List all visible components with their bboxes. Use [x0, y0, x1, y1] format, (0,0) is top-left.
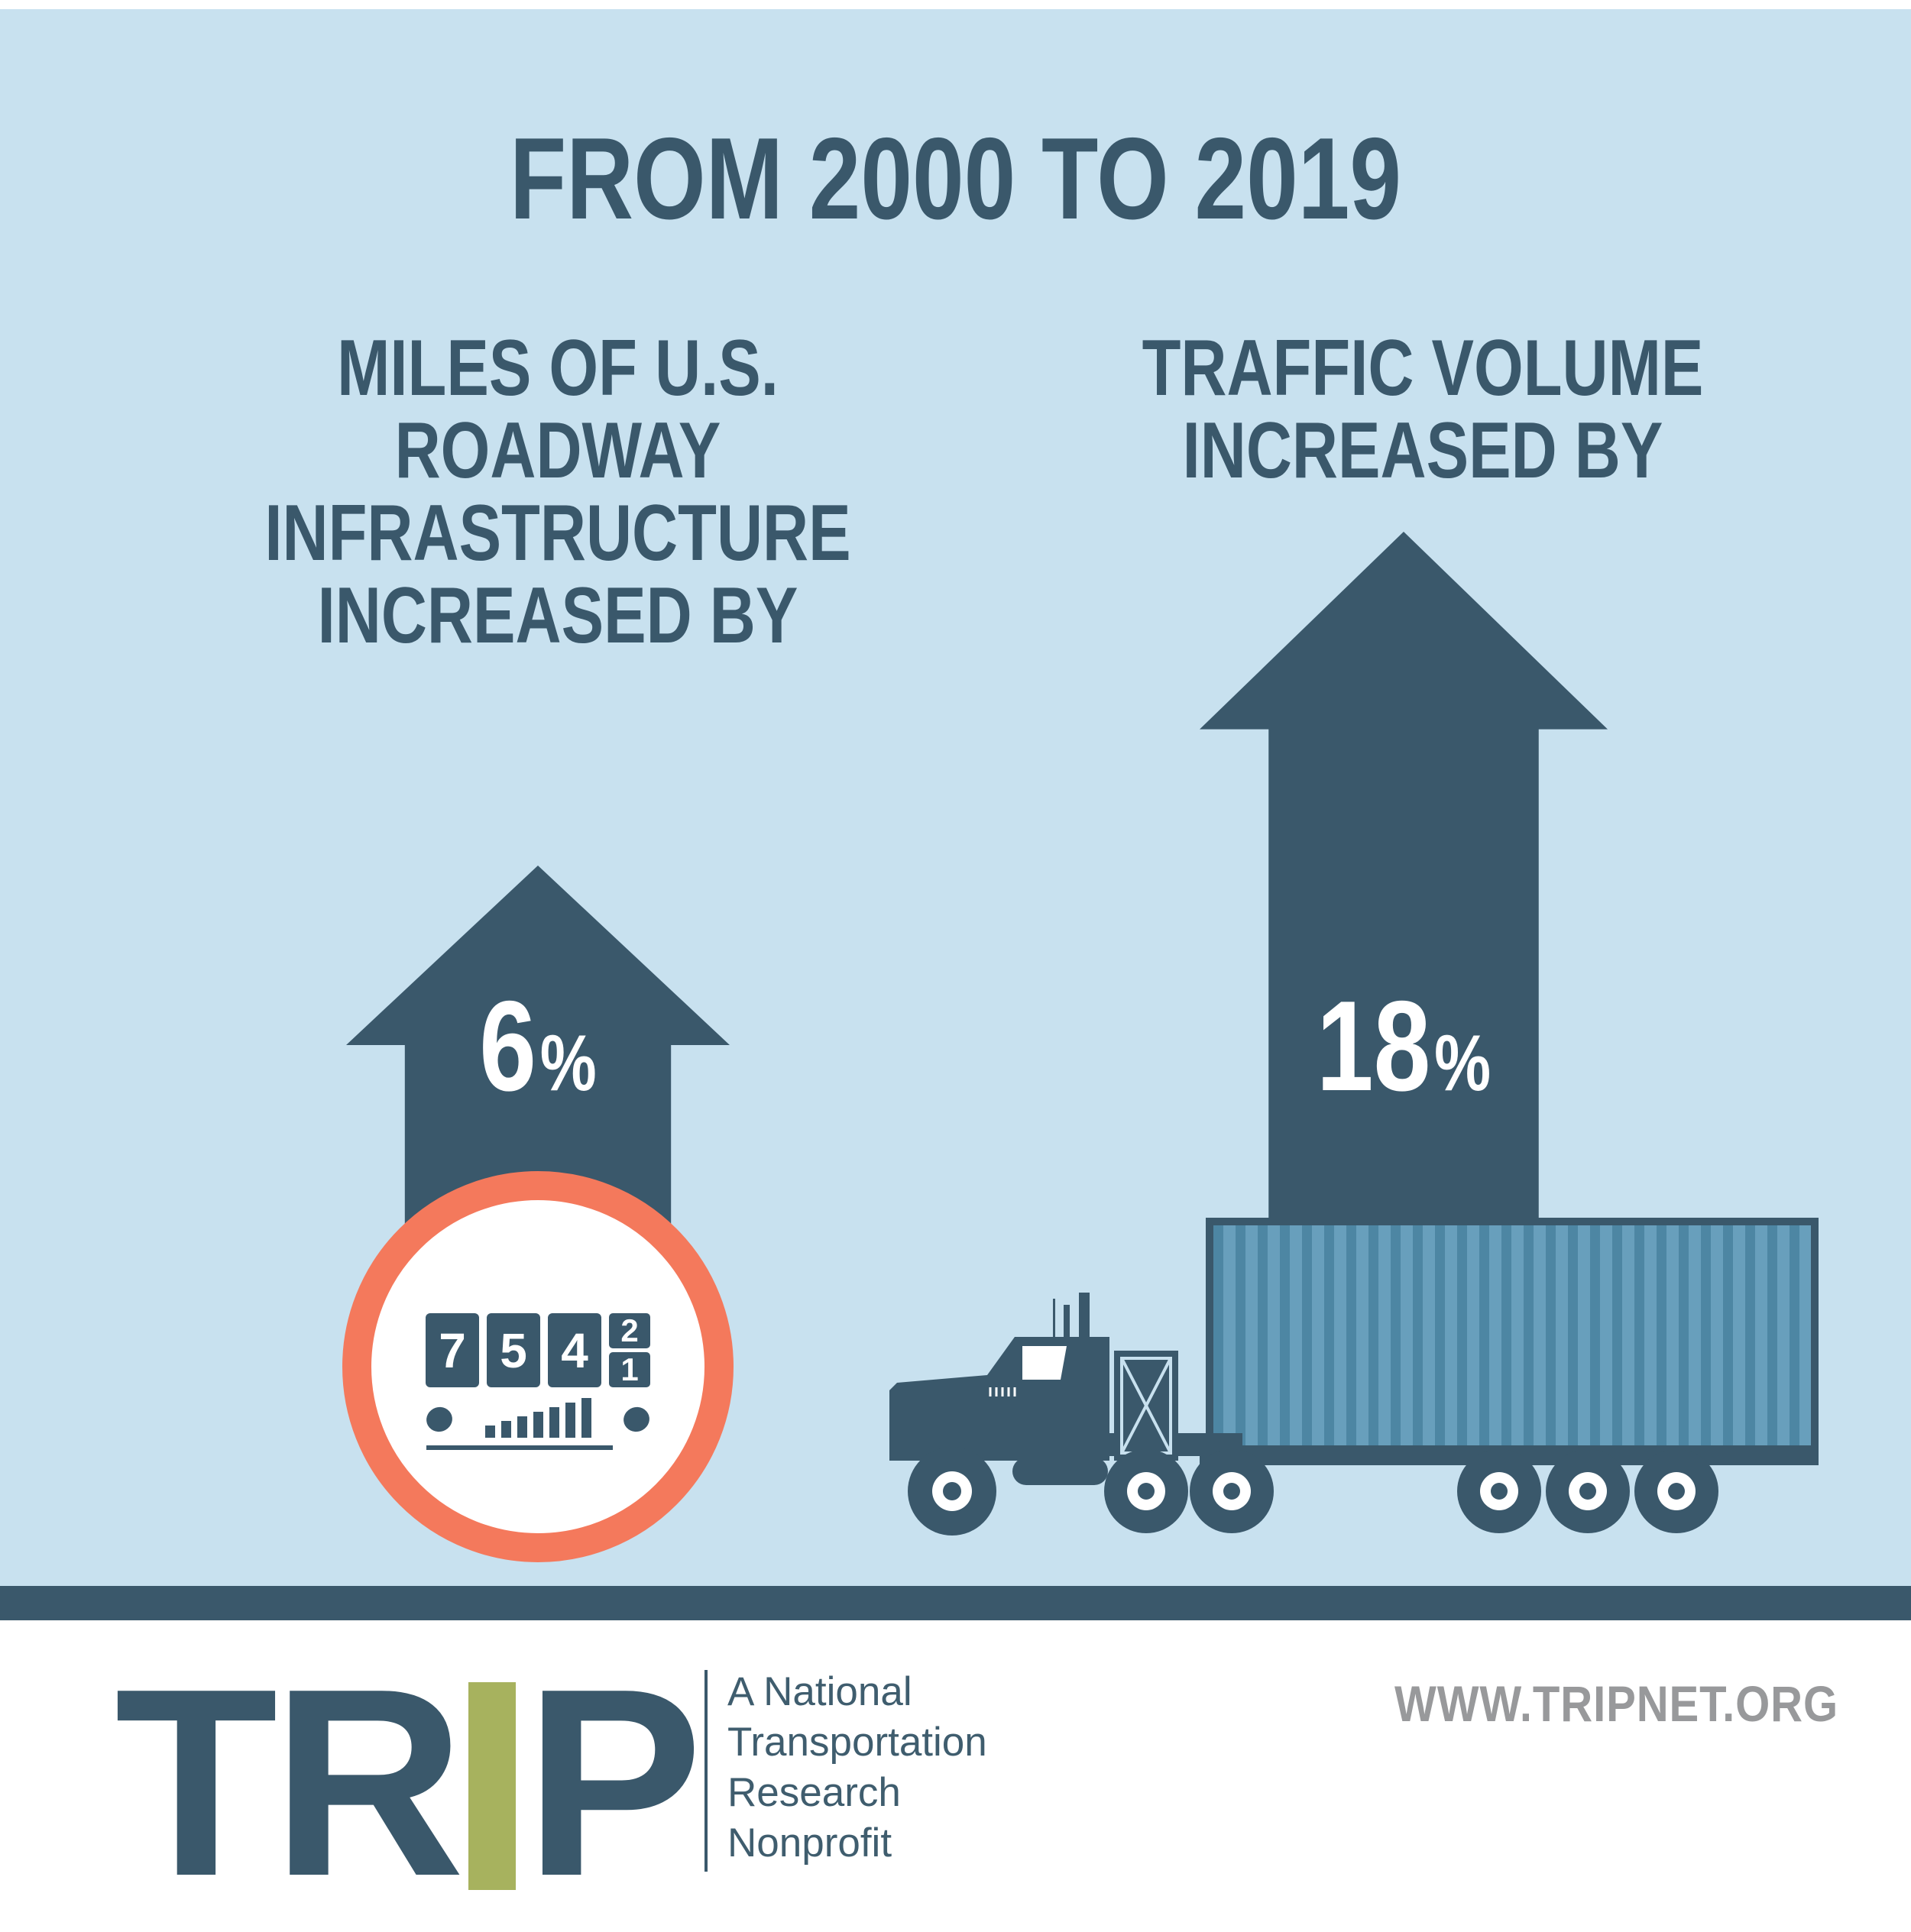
odometer-digits: 7 5 4 2 1 — [426, 1312, 650, 1387]
tagline-line: A National — [727, 1669, 912, 1714]
left-stat-value: 6 % — [384, 982, 692, 1110]
main-title: FROM 2000 TO 2019 — [509, 114, 1402, 244]
left-heading-line: MILES OF U.S. ROADWAY — [337, 324, 779, 495]
odometer-digit: 1 — [609, 1351, 650, 1387]
shipping-container-icon — [1206, 1218, 1819, 1453]
left-heading-line: INCREASED BY — [317, 571, 798, 660]
right-stat-percent: % — [1434, 1019, 1492, 1108]
right-heading-line: TRAFFIC VOLUME — [1142, 324, 1704, 413]
gauge-dot-icon — [423, 1403, 456, 1435]
website-url: WWW.TRIPNET.ORG — [1394, 1675, 1839, 1732]
trip-logo-letters-tr: TR — [115, 1633, 465, 1932]
odometer-digit: 4 — [548, 1313, 601, 1387]
tagline-line: Nonprofit — [727, 1820, 892, 1866]
right-heading: TRAFFIC VOLUME INCREASED BY — [1087, 327, 1759, 492]
trip-logo-green-bar-icon — [468, 1682, 516, 1890]
left-heading-line: INFRASTRUCTURE — [264, 489, 851, 578]
left-heading: MILES OF U.S. ROADWAY INFRASTRUCTURE INC… — [191, 327, 925, 657]
logo-tagline-divider — [704, 1670, 708, 1872]
gauge-underline — [426, 1445, 613, 1450]
gauge-bars-icon — [484, 1398, 591, 1438]
odometer-digit: 5 — [487, 1313, 540, 1387]
footer — [0, 1620, 1911, 1932]
odometer-digit: 7 — [426, 1313, 479, 1387]
tagline-line: Transportation — [727, 1720, 987, 1765]
gauge-dot-icon — [620, 1403, 653, 1435]
odometer-digit: 2 — [609, 1312, 650, 1348]
truck-icon — [889, 1293, 1819, 1536]
odometer-rolling-digit: 2 1 — [609, 1312, 650, 1387]
gauge-icon — [423, 1395, 653, 1438]
top-border — [0, 0, 1911, 9]
right-stat-value: 18 % — [1240, 982, 1566, 1110]
right-stat-number: 18 — [1316, 974, 1431, 1118]
trip-logo: TR P — [115, 1633, 703, 1932]
left-stat-number: 6 — [479, 974, 536, 1118]
left-stat-percent: % — [539, 1019, 597, 1108]
tagline-line: Research — [727, 1770, 901, 1815]
footer-divider-bar — [0, 1586, 1911, 1620]
trip-logo-letter-p: P — [524, 1633, 703, 1932]
right-heading-line: INCREASED BY — [1182, 406, 1663, 495]
logo-tagline: A National Transportation Research Nonpr… — [727, 1667, 987, 1869]
